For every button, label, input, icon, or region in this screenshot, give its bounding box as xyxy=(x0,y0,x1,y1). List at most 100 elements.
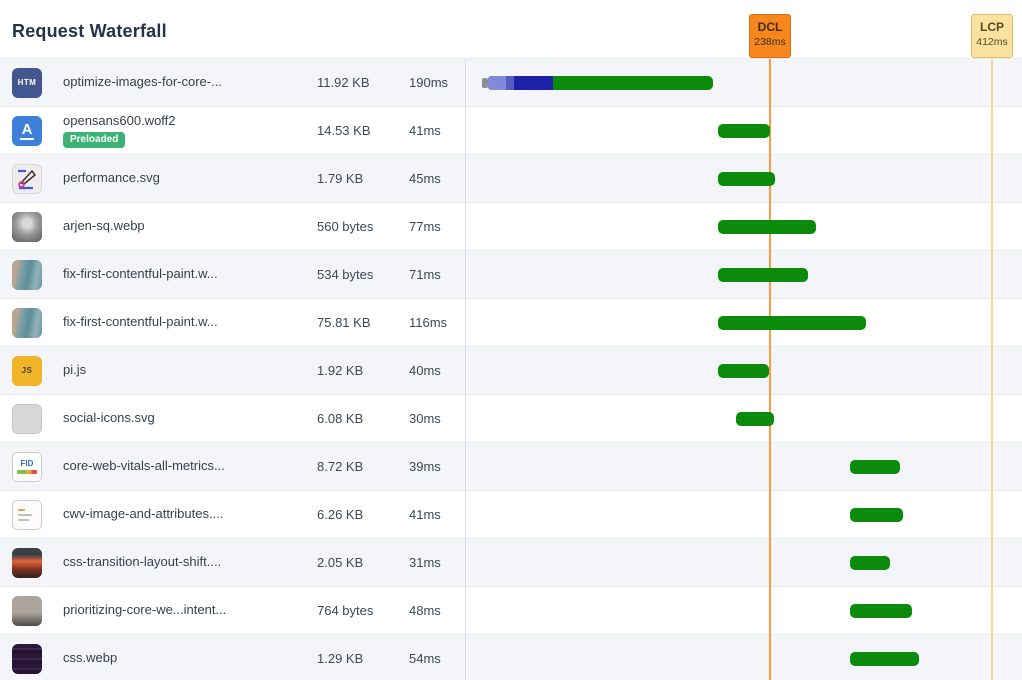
denim-photo-icon xyxy=(12,259,42,290)
request-timing-bar[interactable] xyxy=(717,123,770,138)
file-icon-cell xyxy=(0,259,63,290)
request-size: 2.05 KB xyxy=(317,555,364,570)
request-name-cell: fix-first-contentful-paint.w... xyxy=(63,266,307,282)
file-icon-cell: FID xyxy=(0,451,63,482)
waterfall-cell xyxy=(465,539,1022,586)
request-row[interactable]: fix-first-contentful-paint.w... 75.81 KB 1… xyxy=(0,299,1022,347)
dcl-marker-time: 238ms xyxy=(754,36,786,48)
request-time: 41ms xyxy=(409,123,441,138)
request-row[interactable]: FID core-web-vitals-all-metrics... 8.72 KB… xyxy=(0,443,1022,491)
request-name-cell: core-web-vitals-all-metrics... xyxy=(63,458,307,474)
portrait-photo-icon xyxy=(12,211,42,242)
request-name: optimize-images-for-core-... xyxy=(63,74,222,90)
request-timing-bar[interactable] xyxy=(717,363,769,378)
request-table: HTM optimize-images-for-core-... 11.92 KB 1… xyxy=(0,58,1022,680)
request-size: 1.92 KB xyxy=(317,363,364,378)
lcp-marker[interactable]: LCP 412ms xyxy=(971,14,1013,58)
lcp-marker-label: LCP xyxy=(980,20,1004,34)
request-name-cell: arjen-sq.webp xyxy=(63,218,307,234)
request-row[interactable]: arjen-sq.webp 560 bytes 77ms xyxy=(0,203,1022,251)
file-icon-cell xyxy=(0,403,63,434)
waterfall-cell xyxy=(465,491,1022,538)
request-name-cell: fix-first-contentful-paint.w... xyxy=(63,314,307,330)
request-row[interactable]: HTM optimize-images-for-core-... 11.92 KB 1… xyxy=(0,59,1022,107)
request-timing-bar[interactable] xyxy=(850,459,901,474)
rocket-drawing-icon xyxy=(12,163,42,194)
request-time: 30ms xyxy=(409,411,441,426)
waterfall-cell xyxy=(465,299,1022,346)
request-row[interactable]: prioritizing-core-we...intent... 764 byte… xyxy=(0,587,1022,635)
file-icon-cell xyxy=(0,499,63,530)
font-file-icon: A xyxy=(12,115,42,146)
request-time: 45ms xyxy=(409,171,441,186)
dcl-timeline-line xyxy=(769,59,771,680)
lcp-timeline-line xyxy=(991,59,993,680)
file-icon-cell xyxy=(0,643,63,674)
code-doc-icon xyxy=(12,499,42,530)
file-icon-cell xyxy=(0,163,63,194)
request-name: performance.svg xyxy=(63,170,160,186)
request-name: css-transition-layout-shift.... xyxy=(63,554,222,570)
request-timing-bar[interactable] xyxy=(735,411,774,426)
request-timing-bar[interactable] xyxy=(850,651,920,666)
request-name-cell: cwv-image-and-attributes.... xyxy=(63,506,307,522)
denim-photo-icon xyxy=(12,307,42,338)
request-name: fix-first-contentful-paint.w... xyxy=(63,266,218,282)
preloaded-badge: Preloaded xyxy=(63,131,126,149)
request-time: 190ms xyxy=(409,75,449,90)
request-timing-bar[interactable] xyxy=(717,267,809,282)
dcl-marker[interactable]: DCL 238ms xyxy=(749,14,791,58)
request-size: 534 bytes xyxy=(317,267,374,282)
request-row[interactable]: fix-first-contentful-paint.w... 534 bytes… xyxy=(0,251,1022,299)
request-timing-bar[interactable] xyxy=(850,555,890,570)
request-time: 31ms xyxy=(409,555,441,570)
request-timing-bar[interactable] xyxy=(717,219,816,234)
request-name: core-web-vitals-all-metrics... xyxy=(63,458,225,474)
request-timing-bar[interactable] xyxy=(717,171,776,186)
request-size: 8.72 KB xyxy=(317,459,364,474)
request-timing-bar[interactable] xyxy=(481,75,713,90)
request-time: 39ms xyxy=(409,459,441,474)
request-row[interactable]: css-transition-layout-shift.... 2.05 KB 31… xyxy=(0,539,1022,587)
request-time: 77ms xyxy=(409,219,441,234)
request-name-cell: pi.js xyxy=(63,362,307,378)
request-time: 41ms xyxy=(409,507,441,522)
request-name: social-icons.svg xyxy=(63,410,155,426)
waterfall-cell xyxy=(465,443,1022,490)
request-size: 11.92 KB xyxy=(317,75,370,90)
waterfall-cell xyxy=(465,251,1022,298)
request-time: 40ms xyxy=(409,363,441,378)
html-file-icon: HTM xyxy=(12,67,42,98)
request-timing-bar[interactable] xyxy=(850,507,903,522)
request-time: 71ms xyxy=(409,267,441,282)
file-icon-cell xyxy=(0,595,63,626)
waterfall-cell xyxy=(465,107,1022,154)
request-row[interactable]: css.webp 1.29 KB 54ms xyxy=(0,635,1022,680)
request-name-cell: social-icons.svg xyxy=(63,410,307,426)
request-row[interactable]: JS pi.js 1.92 KB 40ms xyxy=(0,347,1022,395)
tls-phase-segment xyxy=(505,75,514,90)
page-title: Request Waterfall xyxy=(12,21,167,41)
request-name: prioritizing-core-we...intent... xyxy=(63,602,227,618)
waterfall-cell xyxy=(465,635,1022,680)
file-icon-cell xyxy=(0,547,63,578)
request-row[interactable]: cwv-image-and-attributes.... 6.26 KB 41ms xyxy=(0,491,1022,539)
request-timing-bar[interactable] xyxy=(850,603,912,618)
request-row[interactable]: social-icons.svg 6.08 KB 30ms xyxy=(0,395,1022,443)
request-size: 1.79 KB xyxy=(317,171,364,186)
street-photo-icon xyxy=(12,595,42,626)
request-name: css.webp xyxy=(63,650,118,666)
request-timing-bar[interactable] xyxy=(717,315,866,330)
request-row[interactable]: performance.svg 1.79 KB 45ms xyxy=(0,155,1022,203)
request-name-cell: css-transition-layout-shift.... xyxy=(63,554,307,570)
lcp-marker-time: 412ms xyxy=(976,36,1008,48)
file-icon-cell: JS xyxy=(0,355,63,386)
request-size: 75.81 KB xyxy=(317,315,371,330)
request-time: 54ms xyxy=(409,651,441,666)
request-time: 48ms xyxy=(409,603,441,618)
request-name: cwv-image-and-attributes.... xyxy=(63,506,224,522)
waterfall-cell xyxy=(465,395,1022,442)
request-name-cell: prioritizing-core-we...intent... xyxy=(63,602,307,618)
